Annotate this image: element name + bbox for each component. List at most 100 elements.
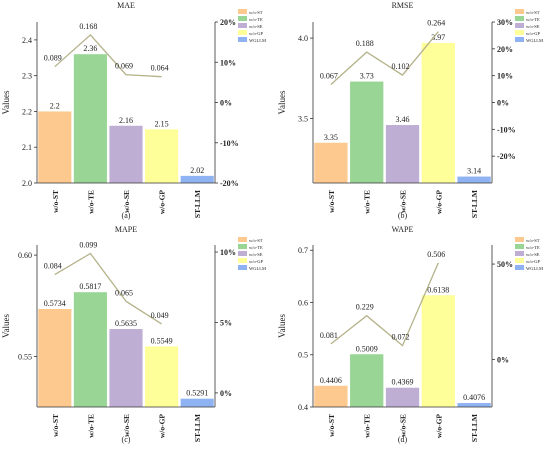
y-tick-label: 0.60	[18, 251, 32, 260]
y-axis-label: Values	[277, 314, 287, 338]
bar-value-label: 2.2	[50, 101, 60, 110]
legend-swatch	[515, 9, 524, 14]
bar-5	[457, 176, 491, 183]
x-tick-label: ST-LLM	[470, 190, 479, 218]
x-tick-label: w/o-GP	[434, 414, 443, 439]
y2-tick-label: -10%	[497, 125, 516, 134]
y-tick-label: 0.7	[298, 246, 308, 255]
improvement-line	[54, 252, 162, 325]
legend-label: w/o-SE	[249, 252, 263, 257]
legend-swatch	[238, 9, 247, 14]
legend-swatch	[515, 30, 524, 35]
panel-caption: (c)	[122, 435, 131, 444]
legend-label: w/o-TE	[526, 17, 540, 22]
line-value-label: 0.099	[79, 240, 97, 249]
line-value-label: 0.264	[427, 19, 445, 28]
x-tick-label: w/o-SE	[122, 190, 131, 213]
bar-2	[350, 81, 384, 183]
improvement-line	[330, 31, 439, 85]
bar-4	[145, 346, 179, 407]
y2-tick-label: 0%	[497, 99, 509, 108]
bar-2	[350, 354, 384, 407]
line-value-label: 0.049	[151, 311, 169, 320]
legend-label: w/o-GP	[249, 31, 263, 36]
legend: w/o-ST w/o-TE w/o-SE w/o-GP WGLLM	[238, 237, 266, 271]
chart-title: MAPE	[115, 225, 137, 234]
legend-swatch	[515, 23, 524, 28]
legend-label: w/o-TE	[249, 17, 263, 22]
legend: w/o-ST w/o-TE w/o-SE w/o-GP WGLLM	[515, 237, 543, 271]
line-value-label: 0.089	[44, 54, 62, 63]
x-tick-label: w/o-ST	[327, 190, 336, 213]
legend-label: w/o-ST	[526, 10, 540, 15]
x-tick-label: w/o-ST	[51, 414, 60, 437]
x-tick-label: w/o-SE	[122, 414, 131, 437]
legend-label: w/o-SE	[526, 252, 540, 257]
line-value-label: 0.188	[356, 39, 374, 48]
y-tick-label: 2.3	[22, 72, 32, 81]
legend-label: w/o-GP	[526, 259, 540, 264]
panel-caption: (a)	[122, 211, 131, 220]
y-tick-label: 2.1	[22, 143, 32, 152]
bar-value-label: 0.5817	[79, 282, 101, 291]
y2-tick-label: 10%	[220, 248, 236, 257]
y-tick-label: 0.55	[18, 352, 32, 361]
x-tick-label: w/o-TE	[363, 414, 372, 438]
x-tick-label: w/o-SE	[399, 414, 408, 437]
legend-swatch	[515, 16, 524, 21]
bar-value-label: 3.35	[324, 133, 338, 142]
y2-tick-label: -10%	[220, 139, 239, 148]
line-value-label: 0.064	[151, 64, 169, 73]
y2-tick-label: -20%	[220, 179, 239, 188]
y2-tick-label: 0%	[497, 355, 509, 364]
chart-panel-wape: WAPE 0.4406 0.5009 0.4369 0.6138 0.4076 0.081 0…	[277, 225, 543, 444]
chart-panel-rmse: RMSE 3.35 3.73 3.46 3.97 3.14 0.067 0.188 0.102 0…	[277, 1, 543, 220]
legend-label: w/o-GP	[526, 31, 540, 36]
y2-tick-label: 50%	[497, 260, 513, 269]
bar-2	[73, 292, 107, 407]
bar-3	[109, 125, 143, 183]
bar-value-label: 3.97	[431, 33, 445, 42]
legend-label: w/o-ST	[526, 238, 540, 243]
chart-title: RMSE	[392, 1, 414, 10]
bar-value-label: 0.4369	[392, 378, 414, 387]
line-value-label: 0.102	[392, 62, 410, 71]
bar-value-label: 3.73	[360, 72, 374, 81]
legend-swatch	[238, 251, 247, 256]
y-tick-label: 4.0	[298, 34, 308, 43]
improvement-line	[54, 33, 162, 78]
legend-swatch	[515, 237, 524, 242]
legend-label: w/o-ST	[249, 10, 263, 15]
bar-3	[109, 329, 143, 407]
chart-panel-mae: MAE 2.2 2.36 2.16 2.15 2.02 0.089 0.168 0.069 0.0…	[1, 1, 266, 220]
y2-tick-label: 30%	[497, 18, 513, 27]
bar-2	[73, 54, 107, 184]
y2-tick-label: 20%	[497, 45, 513, 54]
line-value-label: 0.067	[320, 72, 338, 81]
y-axis-label: Values	[1, 314, 11, 338]
line-value-label: 0.168	[79, 22, 97, 31]
legend-label: WGLLM	[526, 38, 543, 43]
legend-label: w/o-SE	[249, 24, 263, 29]
y2-tick-label: -20%	[497, 152, 516, 161]
legend-swatch	[238, 16, 247, 21]
y-axis-label: Values	[277, 90, 287, 114]
bar-4	[421, 295, 455, 407]
y2-tick-label: 0%	[220, 99, 232, 108]
legend-swatch	[515, 258, 524, 263]
legend-label: w/o-TE	[249, 245, 263, 250]
bar-1	[314, 142, 348, 183]
improvement-line	[330, 262, 439, 347]
bar-value-label: 0.6138	[427, 285, 449, 294]
x-tick-label: ST-LLM	[470, 414, 479, 442]
y-tick-label: 2.4	[22, 36, 32, 45]
bar-value-label: 0.5635	[115, 319, 137, 328]
legend-swatch	[238, 244, 247, 249]
line-value-label: 0.065	[115, 288, 133, 297]
bar-3	[385, 387, 420, 407]
legend: w/o-ST w/o-TE w/o-SE w/o-GP WGLLM	[238, 9, 266, 43]
legend-swatch	[238, 237, 247, 242]
y-tick-label: 2.2	[22, 107, 32, 116]
legend-swatch	[238, 30, 247, 35]
